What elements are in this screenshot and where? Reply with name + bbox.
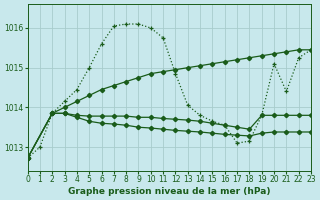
- X-axis label: Graphe pression niveau de la mer (hPa): Graphe pression niveau de la mer (hPa): [68, 187, 270, 196]
